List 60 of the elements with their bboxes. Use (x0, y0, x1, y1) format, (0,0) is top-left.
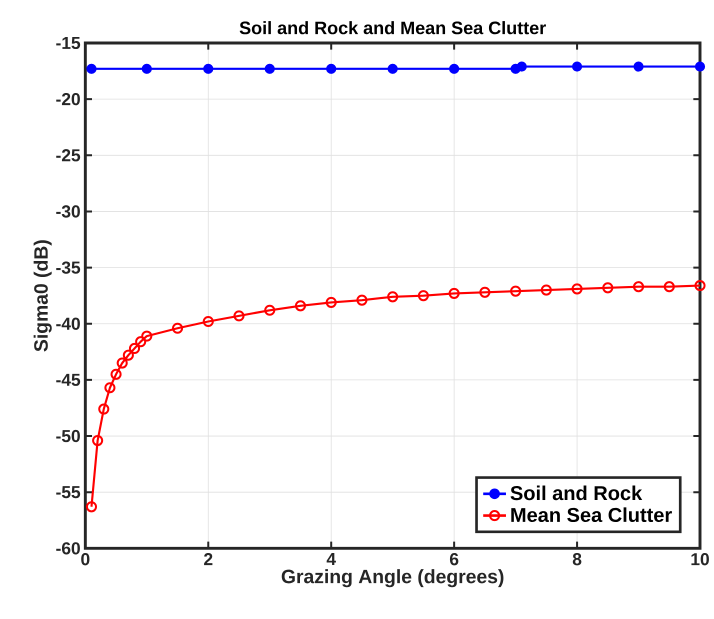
point (572, 62, 582, 72)
point (516, 62, 527, 72)
point (449, 64, 460, 74)
x-tick-label: 6 (450, 553, 458, 566)
point (86, 501, 98, 512)
point (326, 296, 337, 308)
point (479, 286, 490, 298)
y-tick-label: -35 (56, 261, 80, 274)
point (104, 382, 116, 394)
point (294, 300, 306, 312)
point (572, 283, 583, 294)
point (110, 368, 122, 380)
point (98, 404, 110, 415)
legend-label: Soil and Rock (510, 486, 642, 500)
point (116, 358, 128, 369)
point (326, 64, 336, 74)
x-tick-label: 10 (691, 553, 709, 566)
y-tick-label: -25 (56, 149, 80, 162)
legend-label: Mean Sea Clutter (511, 507, 672, 522)
point (633, 281, 644, 292)
point (387, 291, 398, 302)
point (92, 435, 104, 446)
y-tick-label: -45 (56, 374, 80, 386)
point (664, 281, 675, 292)
point (264, 304, 276, 316)
y-tick-label: -55 (56, 486, 80, 498)
x-tick-label: 0 (81, 553, 90, 566)
point (448, 288, 460, 299)
point (142, 64, 152, 74)
point (172, 322, 184, 334)
y-axis-title: Sigma0 (dB) (34, 240, 52, 352)
y-tick-label: -60 (56, 542, 80, 554)
x-tick-label: 4 (326, 553, 336, 565)
x-axis-title: Grazing Angle (degrees) (282, 569, 504, 588)
point (540, 284, 552, 296)
point (128, 342, 140, 354)
y-tick-label: -15 (56, 36, 80, 50)
chart-title: Soil and Rock and Mean Sea Clutter (240, 21, 546, 34)
y-tick-label: -20 (56, 93, 80, 106)
point (510, 286, 522, 297)
y-tick-label: -50 (56, 430, 80, 442)
point (141, 330, 152, 342)
point (418, 290, 429, 302)
point (633, 62, 644, 72)
point (694, 62, 706, 72)
point (202, 316, 214, 328)
y-tick-label: -30 (56, 205, 80, 218)
x-tick-label: 2 (204, 553, 212, 566)
point (135, 336, 146, 348)
y-tick-label: -40 (56, 318, 80, 330)
point (264, 64, 275, 74)
x-tick-label: 8 (572, 553, 582, 566)
point (602, 282, 614, 294)
point (122, 350, 134, 361)
point (694, 280, 706, 292)
point (356, 294, 368, 306)
point (203, 64, 214, 74)
point (388, 64, 398, 74)
point (86, 64, 97, 74)
point (233, 310, 245, 322)
